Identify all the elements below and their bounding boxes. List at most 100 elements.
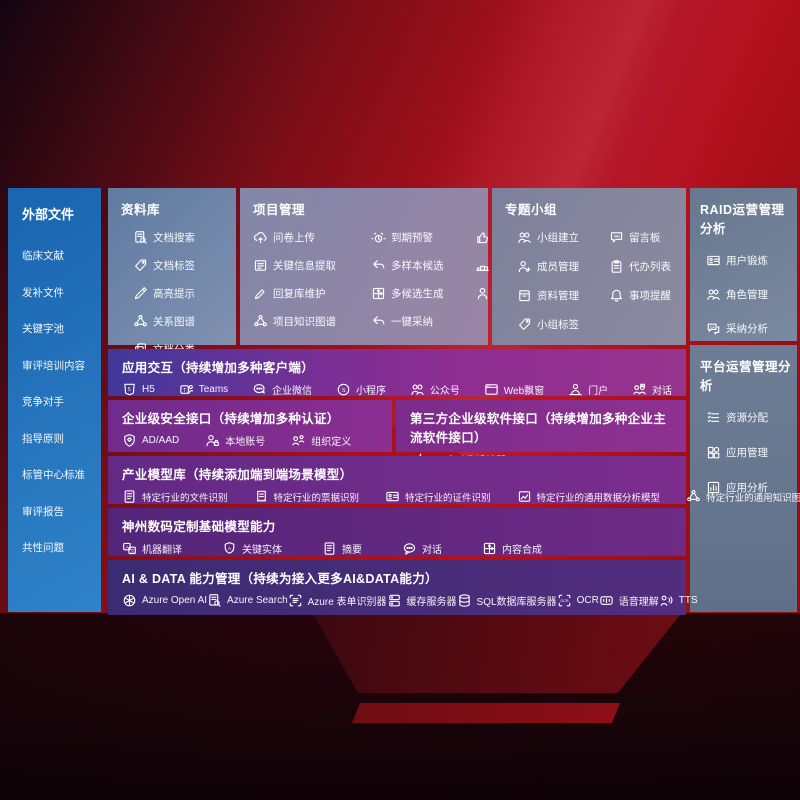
- people-icon: [410, 382, 425, 397]
- topic-groups-panel: 专题小组 小组建立 BBS 留言板 成员管理 代办列表 资料管理 事项提醒 小组标签: [492, 188, 686, 345]
- image-chart-icon: [517, 489, 532, 504]
- feature-item: 关键信息提取: [253, 258, 371, 273]
- alarm-icon: [371, 230, 386, 245]
- tts-icon: [659, 593, 674, 608]
- item-label: 留言板: [629, 232, 661, 244]
- item-label: 门户: [588, 386, 609, 397]
- band-title: 产业模型库（持续添加端到端场景模型）: [122, 468, 353, 482]
- doc-search-icon: [207, 593, 222, 608]
- feature-item: 门户: [568, 382, 608, 397]
- sidebar-title: 外部文件: [22, 207, 75, 222]
- feature-item: 5 H5: [122, 382, 155, 397]
- third-party-software-band: 第三方企业级软件接口（持续增加多种企业主流软件接口） API自动化设计器: [396, 400, 686, 467]
- item-label: 关键信息提取: [273, 260, 336, 272]
- panel-items: 文档搜索文档标签高亮提示关系图谱文档分类: [121, 230, 236, 357]
- feature-item: BBS 留言板: [609, 230, 686, 245]
- clipboard-icon: [609, 259, 624, 274]
- band-items: AD/AAD 本地账号 组织定义: [122, 433, 378, 448]
- feature-item: 高亮提示: [133, 286, 236, 301]
- feature-item: Web飘窗: [484, 382, 544, 397]
- checklist-icon: [706, 410, 721, 425]
- feature-item: 问卷上传: [253, 230, 371, 245]
- doc-search-icon: [133, 230, 148, 245]
- feature-item: 摘要: [322, 541, 362, 556]
- feature-item: 应用分析: [706, 480, 797, 495]
- feature-item: 多样本候选: [371, 258, 475, 273]
- feature-item: Azure 表单识别器: [288, 593, 387, 608]
- band-items: Azure Open AI Azure Search Azure 表单识别器 缓存服务…: [122, 593, 698, 608]
- feature-item: OCR OCR: [557, 593, 599, 608]
- server-icon: [387, 593, 402, 608]
- item-label: Azure Open AI: [142, 595, 208, 606]
- band-items: A 文机器翻译 A 关键实体 摘要 对话 内容合成: [122, 541, 672, 556]
- feature-item: 关系图谱: [133, 314, 236, 329]
- undo-arrow-icon: [371, 314, 386, 329]
- receipt-icon: [254, 489, 269, 504]
- feature-item: TTS: [659, 593, 698, 608]
- person-plus-icon: [517, 259, 532, 274]
- feature-item: 到期预警: [371, 230, 475, 245]
- speech-icon: [599, 593, 614, 608]
- item-label: 特定行业的票据识别: [273, 492, 360, 504]
- item-label: 机器翻译: [142, 545, 182, 556]
- feature-item: 临床文献: [22, 248, 101, 263]
- item-label: AD/AAD: [142, 435, 180, 446]
- feature-item: A 文机器翻译: [122, 541, 182, 556]
- item-label: 回复库维护: [273, 288, 326, 300]
- feature-item: 发补文件: [22, 285, 101, 300]
- feature-item: SQL数据库服务器: [457, 593, 557, 608]
- feature-item: 特定行业的通用数据分析模型: [517, 489, 661, 504]
- feature-item: 企业微信: [252, 382, 312, 397]
- platform-operations-panel: 平台运营管理分析 资源分配 应用管理 应用分析: [690, 345, 797, 612]
- digital-china-model-band: 神州数码定制基础模型能力 A 文机器翻译 A 关键实体 摘要 对话 内容合成: [108, 508, 686, 556]
- feature-item: 小组标签: [517, 317, 609, 332]
- doc-lines-icon: [322, 541, 337, 556]
- tag-icon: [517, 317, 532, 332]
- database-icon: [457, 593, 472, 608]
- feature-item: 文档标签: [133, 258, 236, 273]
- item-label: 语音理解: [618, 597, 659, 608]
- cloud-upload-icon: [253, 230, 268, 245]
- item-label: 角色管理: [726, 289, 768, 301]
- bbs-board-icon: BBS: [609, 230, 624, 245]
- feature-item: 资源分配: [706, 410, 797, 425]
- person-lock-icon: [205, 433, 220, 448]
- item-label: 指导原则: [22, 432, 64, 445]
- openai-icon: [122, 593, 137, 608]
- item-label: 特定行业的通用数据分析模型: [536, 492, 661, 504]
- highlight-pencil-icon: [133, 286, 148, 301]
- feature-item: T Teams: [179, 382, 228, 397]
- browser-window-icon: [484, 382, 499, 397]
- feature-item: 应用管理: [706, 445, 797, 460]
- monitor-stand-silhouette: [314, 615, 680, 693]
- raid-operations-panel: RAID运营管理分析 用户锻炼角色管理QA采纳分析问题趋势: [690, 188, 797, 369]
- item-label: 公众号: [429, 386, 460, 397]
- feature-item: 一键采纳: [371, 314, 475, 329]
- item-label: 到期预警: [391, 232, 433, 244]
- band-items: 5 H5 T Teams 企业微信 S 小程序 公众号 Web飘窗 门户 对话: [122, 382, 672, 397]
- item-label: 高亮提示: [153, 288, 195, 300]
- item-label: 关键字池: [22, 323, 64, 335]
- feature-item: 对话: [402, 541, 442, 556]
- item-label: 特定行业的文件识别: [142, 492, 228, 504]
- org-people-icon: [291, 433, 306, 448]
- feature-item: 共性问题: [22, 540, 101, 555]
- band-title: 企业级安全接口（持续增加多种认证）: [122, 412, 340, 426]
- item-label: 对话: [651, 386, 672, 397]
- item-label: 发补文件: [22, 286, 64, 299]
- html5-icon: 5: [122, 382, 137, 397]
- feature-item: 组织定义: [291, 433, 351, 448]
- form-recognizer-icon: [288, 593, 303, 608]
- svg-text:BBS: BBS: [614, 235, 620, 239]
- external-files-sidebar: 外部文件 临床文献 发补文件 关键字池 审评培训内容 竞争对手 指导原则 标管中心标准 审评报…: [8, 188, 101, 612]
- svg-text:A: A: [228, 546, 232, 551]
- knowledge-graph-icon: [253, 314, 268, 329]
- archive-box-icon: [517, 288, 532, 303]
- chat-dots-icon: [402, 541, 417, 556]
- item-label: 问卷上传: [273, 232, 315, 244]
- sidebar-items: 临床文献 发补文件 关键字池 审评培训内容 竞争对手 指导原则 标管中心标准 审评报告 共性问题: [22, 248, 101, 555]
- feature-item: 成员管理: [517, 259, 609, 274]
- feature-item: Azure Search: [207, 593, 288, 608]
- item-label: 一键采纳: [391, 316, 433, 328]
- feature-item: A 关键实体: [222, 541, 282, 556]
